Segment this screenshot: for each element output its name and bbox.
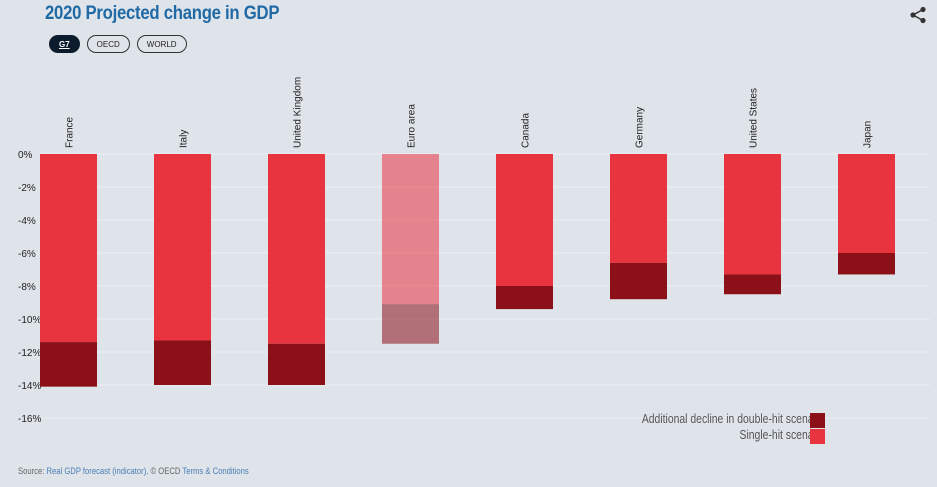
category-label: Germany: [635, 107, 646, 148]
source-link[interactable]: Real GDP forecast (indicator): [46, 466, 147, 476]
filter-g7-button[interactable]: G7: [49, 35, 80, 53]
legend-single-hit: Single-hit scenario: [739, 427, 825, 442]
bar-additional-decline: [496, 286, 553, 310]
filter-world-button[interactable]: WORLD: [136, 35, 187, 53]
y-tick-label: -2%: [18, 183, 36, 194]
category-label: Euro area: [407, 104, 418, 148]
category-label: France: [65, 116, 76, 148]
terms-link[interactable]: Terms & Conditions: [182, 466, 249, 476]
category-label: United Kingdom: [293, 77, 304, 148]
y-tick-label: -4%: [18, 216, 36, 227]
bar-additional-decline: [154, 340, 211, 385]
share-icon[interactable]: [909, 6, 927, 24]
legend-swatch-double-hit: [810, 413, 825, 428]
category-label: Canada: [521, 113, 532, 148]
chart-title: 2020 Projected change in GDP: [45, 3, 280, 24]
y-tick-label: -6%: [18, 249, 36, 260]
filter-group: G7 OECD WORLD: [49, 35, 187, 53]
category-label: Japan: [863, 121, 874, 148]
bar-single-hit: [382, 154, 439, 305]
bar-single-hit: [838, 154, 895, 253]
category-label: Italy: [179, 130, 190, 148]
y-tick-label: -8%: [18, 282, 36, 293]
bar-additional-decline: [838, 253, 895, 275]
bar-additional-decline: [610, 262, 667, 300]
source-note: Source: Real GDP forecast (indicator). ©…: [18, 466, 249, 476]
bar-additional-decline: [40, 342, 97, 387]
bar-single-hit: [496, 154, 553, 286]
y-tick-label: -12%: [18, 348, 41, 359]
bar-single-hit: [154, 154, 211, 341]
source-prefix: Source:: [18, 466, 47, 476]
bar-additional-decline: [382, 304, 439, 344]
y-tick-label: -16%: [18, 414, 41, 425]
legend-double-hit: Additional decline in double-hit scenari…: [641, 411, 825, 426]
bar-single-hit: [40, 154, 97, 343]
bar-single-hit: [724, 154, 781, 275]
bar-single-hit: [610, 154, 667, 263]
legend: Additional decline in double-hit scenari…: [642, 411, 825, 443]
source-copyright: . © OECD: [146, 466, 183, 476]
category-label: United States: [749, 88, 760, 148]
y-tick-label: -14%: [18, 381, 41, 392]
filter-oecd-button[interactable]: OECD: [86, 35, 130, 53]
y-tick-label: 0%: [18, 150, 33, 161]
bar-single-hit: [268, 154, 325, 344]
bar-additional-decline: [268, 343, 325, 385]
legend-swatch-single-hit: [810, 429, 825, 444]
y-tick-label: -10%: [18, 315, 41, 326]
bar-additional-decline: [724, 274, 781, 295]
